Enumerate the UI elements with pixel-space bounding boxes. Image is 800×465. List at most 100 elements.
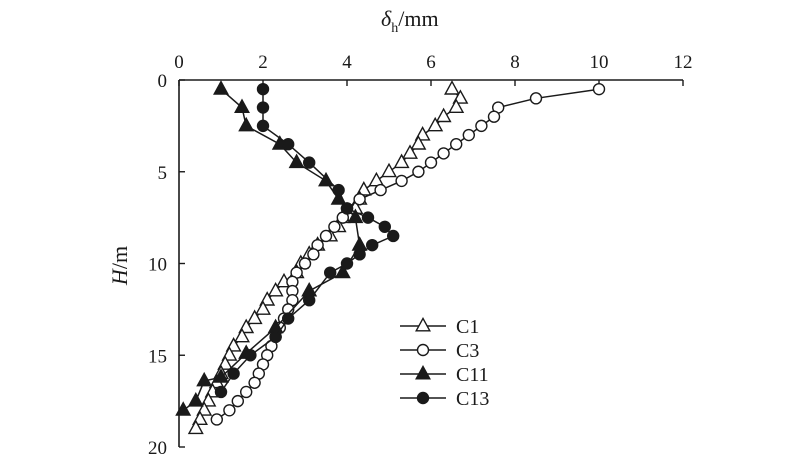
x-tick-label: 10	[590, 52, 609, 73]
data-point-c3	[328, 220, 341, 234]
data-point-c1	[368, 171, 385, 187]
data-point-c3	[462, 128, 475, 142]
series-line-c11	[182, 88, 361, 411]
data-point-c1	[267, 281, 284, 297]
data-point-c13	[256, 101, 270, 114]
data-point-c1	[381, 162, 397, 178]
data-point-c11	[334, 263, 351, 279]
data-point-c3	[450, 138, 463, 151]
data-point-c1	[393, 153, 410, 169]
data-point-c3	[437, 147, 450, 160]
data-point-c3	[424, 156, 438, 169]
legend-label-c3: C3	[456, 340, 479, 362]
data-point-c13	[340, 257, 354, 270]
data-point-c11	[288, 153, 305, 169]
y-axis-label: H/m	[107, 246, 132, 286]
legend-marker-c1	[415, 316, 431, 332]
data-point-c11	[175, 401, 192, 416]
data-point-c3	[307, 248, 320, 261]
series-c1	[187, 80, 469, 435]
data-point-c11	[234, 98, 250, 114]
series	[175, 80, 606, 435]
data-point-c3	[475, 119, 488, 133]
data-point-c13	[282, 138, 295, 151]
data-point-c3	[529, 92, 543, 105]
data-point-c3	[374, 183, 387, 197]
data-point-c13	[324, 266, 337, 279]
data-point-c11	[196, 371, 213, 387]
legend-marker-c11	[415, 364, 431, 380]
legend-entry-c1: C1	[400, 316, 479, 338]
data-point-c11	[238, 116, 255, 132]
data-point-c1	[402, 144, 418, 159]
legend-label-c13: C13	[456, 388, 489, 410]
data-point-c3	[239, 385, 253, 399]
legend-label-c1: C1	[456, 316, 479, 338]
data-point-c13	[244, 349, 257, 362]
data-point-c13	[214, 385, 228, 399]
data-point-c13	[353, 248, 366, 261]
data-point-c1	[246, 309, 263, 325]
data-point-c1	[444, 80, 460, 95]
x-tick-label: 8	[510, 52, 520, 73]
y-tick-label: 10	[148, 255, 167, 276]
data-point-c13	[303, 156, 316, 169]
data-point-c13	[227, 367, 240, 380]
data-point-c13	[269, 330, 282, 344]
data-point-c3	[353, 193, 366, 206]
data-point-c13	[256, 119, 270, 133]
x-tick-label: 12	[674, 52, 693, 73]
data-point-c13	[303, 294, 316, 307]
data-point-c11	[187, 392, 204, 407]
data-point-c1	[187, 419, 204, 435]
data-point-c11	[347, 208, 364, 224]
data-point-c3	[592, 82, 606, 96]
data-point-c13	[282, 312, 295, 325]
data-point-c3	[223, 404, 236, 417]
data-point-c13	[366, 238, 379, 252]
data-point-c1	[234, 327, 250, 343]
data-point-c13	[361, 211, 375, 224]
legend-marker-c3	[416, 343, 430, 357]
data-point-c13	[332, 183, 345, 197]
y-tick-label: 15	[148, 346, 167, 367]
data-point-c13	[340, 202, 354, 215]
data-point-c3	[487, 110, 501, 123]
data-point-c3	[319, 229, 333, 243]
series-c13	[214, 82, 400, 399]
legend-label-c11: C11	[456, 364, 489, 386]
legend-entry-c3: C3	[400, 340, 479, 362]
data-point-c1	[435, 107, 452, 123]
data-point-c1	[255, 300, 271, 315]
data-point-c13	[378, 220, 391, 234]
data-point-c3	[210, 413, 224, 426]
data-point-c1	[448, 98, 465, 114]
data-point-c3	[412, 165, 425, 178]
data-point-c13	[387, 229, 400, 243]
data-point-c11	[318, 171, 334, 187]
legend-marker-c13	[416, 391, 430, 405]
y-tick-label: 20	[148, 438, 167, 459]
data-point-c13	[256, 82, 270, 96]
legend-entry-c11: C11	[400, 364, 489, 386]
data-point-c1	[410, 135, 427, 150]
x-axis-label: δh/mm	[381, 6, 439, 36]
data-point-c3	[395, 174, 408, 188]
legend-entry-c13: C13	[400, 388, 489, 410]
data-point-c11	[213, 80, 229, 95]
x-tick-label: 2	[258, 52, 268, 73]
data-point-c3	[248, 376, 261, 389]
data-point-c3	[298, 257, 312, 270]
data-point-c1	[427, 116, 444, 132]
series-c11	[175, 80, 368, 416]
axes: 0 2 4 6 8 10 12 0 5 10 15 20 δh/mm H/m	[107, 6, 693, 459]
x-tick-label: 6	[426, 52, 436, 73]
y-tick-label: 0	[158, 71, 168, 92]
y-tick-label: 5	[158, 163, 168, 184]
series-line-c3	[216, 88, 600, 421]
x-tick-label: 0	[174, 52, 184, 73]
data-point-c11	[213, 368, 229, 383]
data-point-c3	[231, 394, 245, 408]
